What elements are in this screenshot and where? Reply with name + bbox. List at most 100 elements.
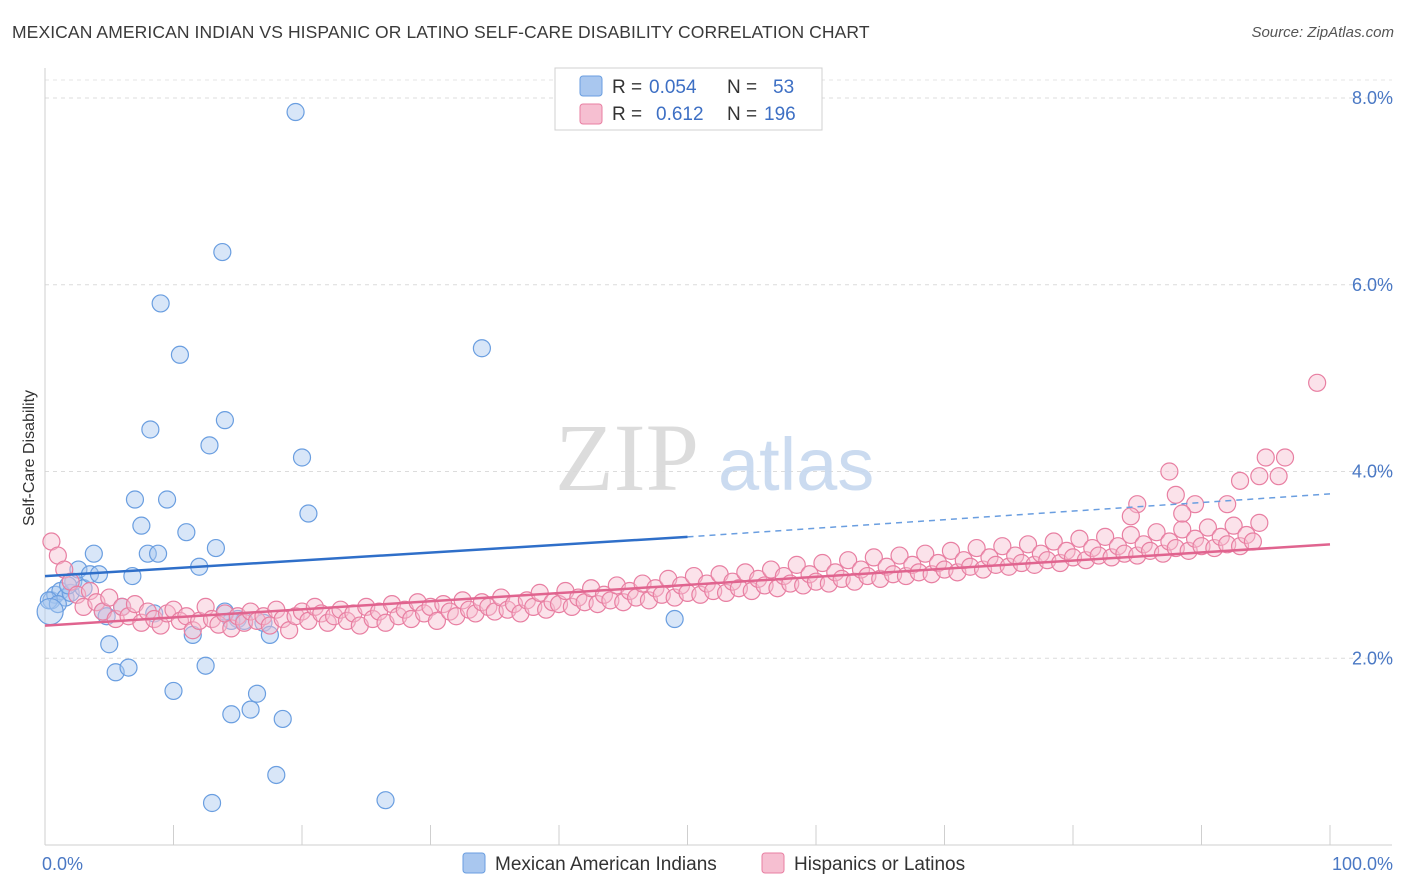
legend-box: R = 0.054 N = 53 R = 0.612 N = 196: [554, 67, 823, 131]
point-blue-24: [151, 294, 170, 313]
point-pink-136: [916, 544, 935, 563]
point-pink-60: [427, 611, 447, 631]
legend-n-value-2: 196: [764, 104, 796, 125]
source-label: Source: ZipAtlas.com: [1251, 24, 1394, 41]
point-pink-187: [1243, 532, 1263, 551]
point-pink-22: [183, 621, 202, 640]
point-blue-36: [222, 705, 241, 724]
y-tick-label-3: 8.0%: [1352, 88, 1393, 108]
y-tick-label-1: 4.0%: [1352, 462, 1393, 482]
point-pink-186: [1237, 525, 1256, 545]
point-pink-174: [1160, 532, 1179, 551]
bottom-legend: Mexican American Indians Hispanics or La…: [462, 852, 965, 875]
point-pink-162: [1083, 538, 1102, 558]
point-pink-156: [1044, 532, 1063, 551]
point-blue-43: [267, 765, 286, 785]
trend-pink: [44, 543, 1331, 627]
point-blue-44: [273, 709, 292, 729]
legend-r-value-1: 0.054: [649, 77, 697, 98]
point-blue-9: [84, 544, 103, 563]
point-pink-201: [1269, 467, 1288, 486]
point-pink-192: [1230, 471, 1250, 490]
point-pink-189: [1308, 373, 1327, 392]
point-blue-39: [241, 700, 260, 719]
point-pink-124: [839, 551, 858, 570]
point-blue-19: [132, 516, 151, 535]
legend-n-label-1: N =: [727, 77, 757, 98]
legend-swatch-blue: [579, 75, 603, 97]
trend-blue-solid: [44, 535, 688, 578]
point-blue-40: [247, 684, 267, 703]
point-pink-164: [1096, 527, 1115, 546]
point-pink-170: [1134, 535, 1153, 554]
x-tick-label-0: 0.0%: [42, 854, 83, 874]
point-pink-116: [787, 555, 806, 574]
y-tick-label-0: 2.0%: [1352, 648, 1393, 668]
y-tick-label-2: 6.0%: [1352, 275, 1393, 295]
point-pink-195: [1166, 485, 1185, 504]
point-pink-148: [993, 537, 1012, 556]
point-blue-32: [200, 436, 219, 455]
point-pink-144: [967, 538, 986, 558]
point-blue-20: [138, 544, 157, 563]
legend-n-label-2: N =: [727, 104, 757, 125]
point-blue-13: [100, 635, 119, 654]
point-blue-16: [119, 658, 138, 677]
legend-n-value-1: 53: [773, 77, 794, 98]
bottom-legend-label-blue: Mexican American Indians: [495, 854, 717, 875]
point-pink-134: [903, 555, 922, 574]
point-blue-49: [202, 793, 222, 813]
trend-blue-dashed: [687, 493, 1331, 538]
watermark-zip: ZIP: [555, 404, 699, 511]
point-blue-42: [260, 625, 279, 645]
point-blue-27: [170, 345, 190, 364]
point-blue-33: [206, 538, 226, 558]
point-blue-46: [292, 448, 312, 467]
point-pink-190: [1256, 448, 1275, 467]
point-blue-25: [157, 490, 177, 509]
point-blue-50: [376, 791, 395, 810]
x-tick-labels: 0.0% 100.0%: [42, 854, 1393, 874]
point-pink-188: [1250, 513, 1269, 532]
point-pink-197: [1160, 462, 1179, 481]
point-pink-152: [1018, 535, 1038, 554]
point-pink-128: [864, 548, 883, 567]
point-pink-120: [813, 553, 832, 573]
point-blue-47: [299, 504, 318, 523]
point-pink-132: [890, 546, 909, 565]
point-pink-140: [941, 541, 961, 560]
legend-r-label-1: R =: [612, 77, 642, 98]
point-pink-182: [1211, 527, 1230, 546]
point-blue-51: [472, 339, 491, 358]
point-pink-184: [1224, 516, 1243, 535]
point-pink-6: [80, 581, 100, 601]
point-blue-21: [141, 420, 160, 439]
point-pink-193: [1218, 495, 1237, 514]
y-axis-label: Self-Care Disability: [21, 390, 38, 526]
point-blue-31: [196, 656, 215, 675]
point-pink-200: [1275, 448, 1295, 467]
chart-title: MEXICAN AMERICAN INDIAN VS HISPANIC OR L…: [12, 22, 870, 42]
point-blue-54: [48, 594, 67, 614]
bottom-legend-swatch-pink: [761, 852, 785, 874]
bottom-legend-swatch-blue: [462, 852, 486, 874]
point-pink-160: [1070, 529, 1089, 548]
point-pink-196: [1173, 504, 1192, 523]
point-blue-cluster: [36, 597, 64, 626]
point-blue-23: [148, 544, 168, 563]
point-blue-35: [215, 411, 234, 430]
point-pink-43: [318, 613, 337, 632]
legend-r-label-2: R =: [612, 104, 642, 125]
point-blue-45: [286, 102, 305, 122]
legend-r-value-2: 0.612: [656, 104, 704, 125]
bottom-legend-label-pink: Hispanics or Latinos: [794, 854, 965, 875]
point-pink-176: [1173, 520, 1192, 539]
point-pink-168: [1121, 525, 1140, 545]
point-blue-26: [164, 681, 183, 701]
point-blue-28: [177, 523, 196, 542]
legend-swatch-pink: [579, 103, 603, 125]
point-pink-9: [100, 588, 119, 607]
point-pink-199: [1121, 507, 1140, 526]
point-pink-138: [928, 553, 948, 573]
